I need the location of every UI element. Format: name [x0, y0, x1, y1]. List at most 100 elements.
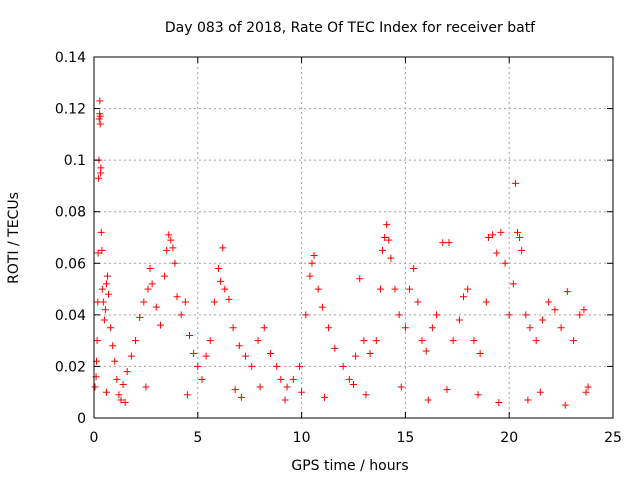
data-point [320, 393, 328, 401]
data-point [190, 350, 198, 358]
data-point [306, 272, 314, 280]
data-point [561, 401, 569, 409]
grid [94, 57, 613, 418]
data-point [161, 272, 169, 280]
data-point [418, 337, 426, 345]
data-point [356, 275, 364, 283]
data-point [501, 259, 509, 267]
data-point [119, 380, 127, 388]
data-point [132, 337, 140, 345]
data-point [148, 280, 156, 288]
data-point [524, 396, 532, 404]
data-point [105, 290, 113, 298]
data-point [476, 350, 484, 358]
data-point [221, 285, 229, 293]
y-tick-label: 0 [77, 411, 86, 427]
data-point [256, 383, 264, 391]
data-point [410, 264, 418, 272]
data-point [584, 383, 592, 391]
data-point [146, 264, 154, 272]
y-tick-label: 0.14 [55, 50, 86, 66]
data-point [171, 259, 179, 267]
data-point [152, 303, 160, 311]
data-point [532, 337, 540, 345]
data-point [103, 272, 111, 280]
data-point [101, 306, 109, 314]
data-point [217, 277, 225, 285]
data-point [536, 388, 544, 396]
data-point [95, 174, 103, 182]
y-tick-label: 0.04 [55, 308, 86, 324]
data-point [111, 357, 119, 365]
data-point [379, 246, 387, 254]
data-point [526, 324, 534, 332]
data-point [310, 252, 318, 260]
data-point [266, 350, 274, 358]
x-tick-label: 25 [604, 430, 622, 446]
data-point [360, 337, 368, 345]
data-point [102, 388, 110, 396]
data-points [91, 97, 592, 409]
data-point [352, 352, 360, 360]
data-point [121, 399, 129, 407]
data-point [123, 368, 131, 376]
data-point [273, 362, 281, 370]
x-tick-label: 5 [193, 430, 202, 446]
data-point [331, 344, 339, 352]
data-point [443, 386, 451, 394]
data-point [449, 337, 457, 345]
data-point [302, 311, 310, 319]
data-point [570, 337, 578, 345]
data-point [97, 228, 105, 236]
data-point [339, 362, 347, 370]
data-point [362, 391, 370, 399]
data-point [406, 285, 414, 293]
data-point [231, 386, 239, 394]
data-point [433, 311, 441, 319]
data-point [219, 244, 227, 252]
data-point [97, 164, 105, 172]
plot-frame [93, 56, 614, 419]
data-point [235, 342, 243, 350]
data-point [557, 324, 565, 332]
data-point [470, 337, 478, 345]
y-tick-labels: 0 0.02 0.04 0.06 0.08 0.1 0.12 0.14 [55, 50, 86, 427]
data-point [489, 231, 497, 239]
data-point [509, 280, 517, 288]
y-tick-label: 0.06 [55, 256, 86, 272]
data-point [345, 375, 353, 383]
data-point [177, 311, 185, 319]
data-point [582, 388, 590, 396]
data-point [115, 391, 123, 399]
data-point [113, 375, 121, 383]
data-point [210, 298, 218, 306]
data-point [281, 396, 289, 404]
data-point [173, 293, 181, 301]
data-point [96, 97, 104, 105]
data-point [100, 316, 108, 324]
data-point [254, 337, 262, 345]
data-point [376, 285, 384, 293]
data-point [372, 337, 380, 345]
data-point [464, 285, 472, 293]
data-point [511, 179, 519, 187]
data-point [202, 352, 210, 360]
data-point [185, 331, 193, 339]
data-point [102, 280, 110, 288]
data-point [518, 246, 526, 254]
data-point [109, 342, 117, 350]
data-point [163, 246, 171, 254]
data-point [422, 347, 430, 355]
data-point [156, 321, 164, 329]
data-point [474, 391, 482, 399]
data-point [318, 303, 326, 311]
data-point [248, 362, 256, 370]
data-point [96, 112, 104, 120]
data-point [366, 350, 374, 358]
data-point [460, 293, 468, 301]
x-tick-labels: 0 5 10 15 20 25 [90, 430, 622, 446]
y-tick-label: 0.12 [55, 102, 86, 118]
y-tick-label: 0.02 [55, 359, 86, 375]
data-point [144, 285, 152, 293]
data-point [580, 306, 588, 314]
